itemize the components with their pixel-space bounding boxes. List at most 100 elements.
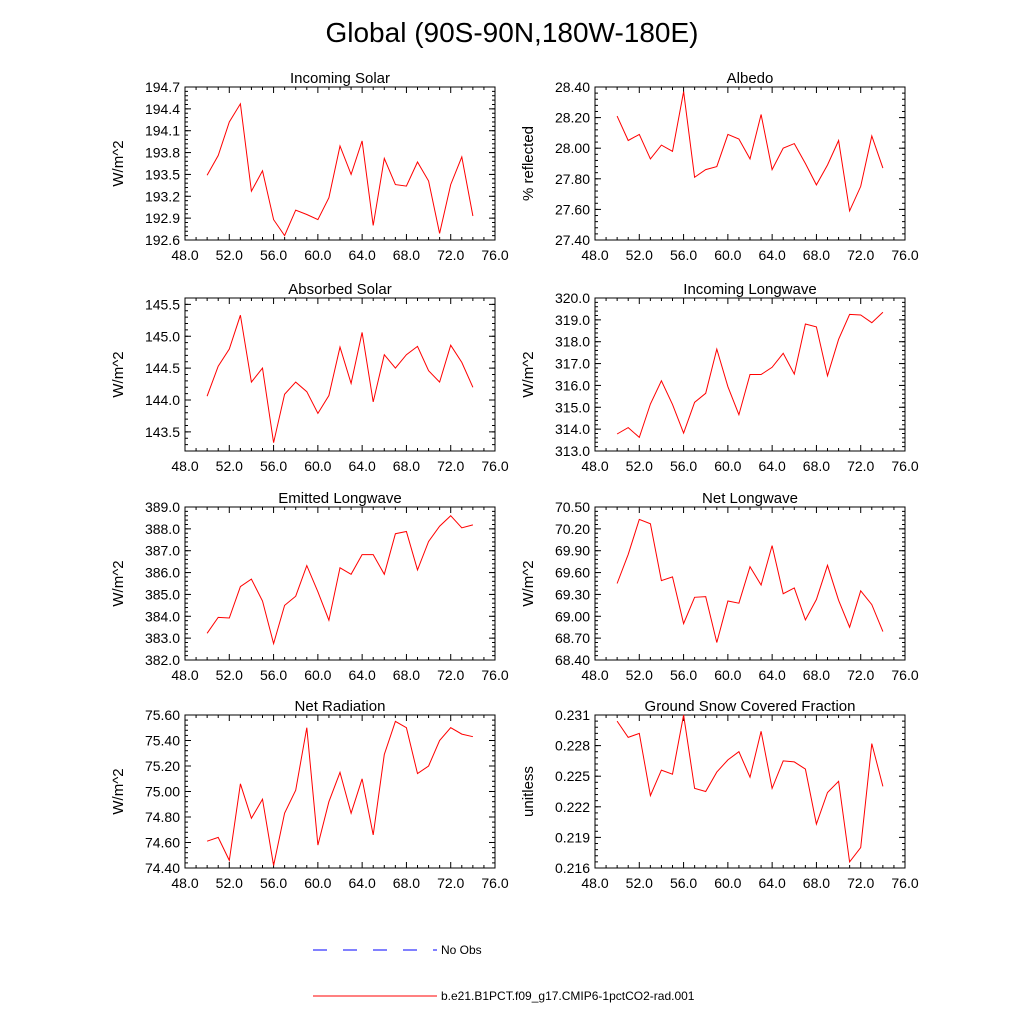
x-tick-label: 72.0 [847, 458, 874, 474]
x-tick-label: 64.0 [349, 667, 376, 683]
x-tick-label: 64.0 [349, 875, 376, 891]
plot-frame [594, 714, 906, 869]
y-tick-label: 69.00 [555, 608, 590, 624]
y-tick-label: 386.0 [145, 565, 180, 581]
series-line [206, 315, 474, 443]
y-tick-label: 316.0 [555, 377, 590, 393]
y-tick-label: 68.40 [555, 652, 590, 668]
y-tick-label: 68.70 [555, 630, 590, 646]
y-tick-label: 28.20 [555, 110, 590, 126]
x-tick-label: 64.0 [349, 247, 376, 263]
x-tick-label: 48.0 [581, 458, 608, 474]
y-tick-label: 0.228 [555, 738, 590, 754]
x-tick-label: 76.0 [891, 458, 918, 474]
x-tick-label: 64.0 [759, 247, 786, 263]
legend-no-obs-label: No Obs [441, 943, 482, 957]
panel-title: Net Longwave [702, 490, 798, 507]
series-line [616, 91, 884, 213]
x-tick-label: 72.0 [437, 247, 464, 263]
series-line [616, 311, 884, 439]
y-tick-label: 194.1 [145, 123, 180, 139]
legend: No Obs b.e21.B1PCT.f09_g17.CMIP6-1pctCO2… [313, 943, 695, 1003]
x-tick-label: 52.0 [626, 667, 653, 683]
x-tick-label: 76.0 [481, 247, 508, 263]
panel-title: Albedo [727, 70, 774, 87]
y-tick-label: 75.60 [145, 707, 180, 723]
x-tick-label: 56.0 [260, 667, 287, 683]
x-tick-label: 56.0 [670, 247, 697, 263]
y-tick-label: 28.40 [555, 79, 590, 95]
y-tick-label: 383.0 [145, 630, 180, 646]
y-tick-label: 70.50 [555, 499, 590, 515]
x-tick-label: 56.0 [260, 458, 287, 474]
x-tick-label: 72.0 [437, 458, 464, 474]
y-tick-label: 388.0 [145, 521, 180, 537]
y-tick-label: 314.0 [555, 421, 590, 437]
chart-panel-7: Net Radiation W/m^2 48.0 52.0 56.0 60.0 64.0 68… [110, 698, 509, 891]
y-tick-label: 75.00 [145, 784, 180, 800]
y-axis-label: W/m^2 [110, 351, 127, 397]
panel-title: Incoming Solar [290, 70, 390, 87]
x-tick-label: 72.0 [847, 875, 874, 891]
chart-panel-6: Net Longwave W/m^2 48.0 52.0 56.0 60.0 64.0 68.… [520, 490, 919, 683]
chart-panel-8: Ground Snow Covered Fraction unitless 48.0… [520, 698, 919, 891]
x-tick-label: 48.0 [171, 458, 198, 474]
x-tick-label: 60.0 [714, 667, 741, 683]
x-tick-label: 72.0 [847, 667, 874, 683]
plot-frame [184, 506, 496, 661]
y-tick-label: 193.2 [145, 188, 180, 204]
y-tick-label: 0.225 [555, 768, 590, 784]
x-tick-label: 76.0 [891, 875, 918, 891]
plot-frame [184, 297, 496, 452]
y-tick-label: 192.6 [145, 232, 180, 248]
x-tick-label: 56.0 [670, 458, 697, 474]
chart-panel-2: Albedo % reflected 48.0 52.0 56.0 60.0 64.0 68.… [520, 70, 919, 263]
x-tick-label: 72.0 [437, 875, 464, 891]
y-tick-label: 315.0 [555, 399, 590, 415]
x-tick-label: 64.0 [349, 458, 376, 474]
y-axis-label: unitless [520, 766, 537, 817]
y-tick-label: 387.0 [145, 543, 180, 559]
y-tick-label: 385.0 [145, 586, 180, 602]
series-line [206, 102, 474, 237]
x-tick-label: 68.0 [803, 875, 830, 891]
chart-panel-3: Absorbed Solar W/m^2 48.0 52.0 56.0 60.0 64.0 6… [110, 281, 509, 474]
panel-title: Emitted Longwave [278, 490, 401, 507]
y-tick-label: 28.00 [555, 140, 590, 156]
y-tick-label: 194.7 [145, 79, 180, 95]
series-line [206, 514, 474, 646]
x-tick-label: 68.0 [393, 247, 420, 263]
x-tick-label: 76.0 [891, 247, 918, 263]
y-tick-label: 0.216 [555, 860, 590, 876]
x-tick-label: 68.0 [393, 667, 420, 683]
x-tick-label: 48.0 [581, 667, 608, 683]
panel-title: Net Radiation [295, 698, 386, 715]
x-tick-label: 68.0 [393, 458, 420, 474]
x-tick-label: 60.0 [304, 247, 331, 263]
y-tick-label: 382.0 [145, 652, 180, 668]
y-tick-label: 143.5 [145, 424, 180, 440]
x-tick-label: 48.0 [171, 247, 198, 263]
x-tick-label: 56.0 [260, 875, 287, 891]
x-tick-label: 72.0 [437, 667, 464, 683]
x-tick-label: 72.0 [847, 247, 874, 263]
y-tick-label: 313.0 [555, 443, 590, 459]
x-tick-label: 56.0 [260, 247, 287, 263]
panels-group: Incoming Solar W/m^2 48.0 52.0 56.0 60.0 64.0 6… [110, 70, 919, 891]
x-tick-label: 64.0 [759, 667, 786, 683]
legend-model-label: b.e21.B1PCT.f09_g17.CMIP6-1pctCO2-rad.00… [441, 989, 695, 1003]
y-axis-label: % reflected [520, 126, 537, 201]
y-tick-label: 0.231 [555, 707, 590, 723]
y-tick-label: 27.60 [555, 201, 590, 217]
x-tick-label: 60.0 [304, 667, 331, 683]
y-tick-label: 27.40 [555, 232, 590, 248]
y-tick-label: 0.222 [555, 799, 590, 815]
y-tick-label: 389.0 [145, 499, 180, 515]
y-tick-label: 194.4 [145, 101, 180, 117]
x-tick-label: 56.0 [670, 667, 697, 683]
x-tick-label: 76.0 [481, 458, 508, 474]
x-tick-label: 52.0 [216, 247, 243, 263]
x-tick-label: 64.0 [759, 458, 786, 474]
panel-title: Ground Snow Covered Fraction [645, 698, 856, 715]
